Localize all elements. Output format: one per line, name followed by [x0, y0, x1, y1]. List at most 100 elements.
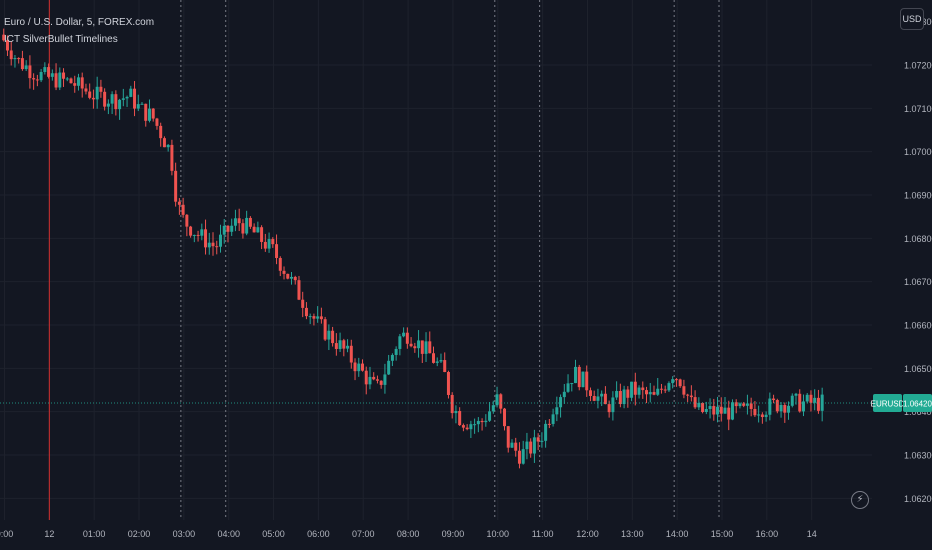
- candle-down: [361, 363, 364, 371]
- candle-down: [80, 77, 84, 89]
- candle-down: [734, 402, 738, 407]
- candle-up: [562, 391, 566, 398]
- candle-down: [331, 330, 335, 344]
- candle-down: [260, 227, 264, 242]
- price-tick-label: 1.06700: [904, 277, 932, 287]
- candle-up: [469, 424, 473, 430]
- candle-up: [110, 94, 114, 104]
- candle-down: [585, 371, 589, 391]
- candle-down: [588, 390, 592, 396]
- candle-up: [327, 330, 331, 340]
- candle-down: [177, 201, 181, 205]
- time-tick-label: 14:00: [666, 529, 689, 539]
- candle-up: [256, 227, 260, 233]
- candle-up: [230, 225, 234, 232]
- candle-up: [24, 65, 28, 70]
- candle-up: [656, 388, 660, 395]
- candle-up: [476, 420, 480, 425]
- time-tick-label: 08:00: [397, 529, 420, 539]
- candle-up: [566, 383, 570, 392]
- candle-up: [387, 360, 391, 375]
- candle-up: [805, 394, 809, 402]
- candle-down: [114, 94, 118, 110]
- candle-down: [69, 78, 73, 84]
- time-tick-label: 02:00: [128, 529, 151, 539]
- candle-down: [465, 427, 469, 430]
- candle-down: [674, 379, 678, 381]
- candle-up: [65, 78, 69, 80]
- time-tick-label: 04:00: [217, 529, 240, 539]
- candle-up: [192, 234, 196, 236]
- candle-down: [760, 414, 764, 418]
- chart-legend: Euro / U.S. Dollar, 5, FOREX.com ICT Sil…: [4, 14, 154, 48]
- candle-down: [282, 270, 286, 274]
- candle-down: [181, 204, 185, 215]
- candle-up: [790, 395, 794, 406]
- candle-down: [499, 394, 503, 409]
- candle-up: [58, 72, 62, 88]
- candle-up: [521, 449, 525, 464]
- candle-up: [510, 442, 514, 448]
- time-tick-label: 12: [44, 529, 54, 539]
- candle-up: [600, 393, 604, 397]
- candle-up: [454, 411, 458, 414]
- candle-down: [349, 345, 353, 363]
- candle-up: [402, 332, 406, 337]
- candle-down: [682, 386, 686, 395]
- symbol-title[interactable]: Euro / U.S. Dollar, 5, FOREX.com: [4, 17, 155, 28]
- candle-down: [319, 316, 323, 320]
- candle-up: [129, 88, 133, 97]
- candle-down: [133, 88, 137, 109]
- candle-down: [28, 65, 32, 79]
- candle-up: [136, 104, 140, 109]
- currency-button[interactable]: USD: [900, 8, 924, 30]
- candle-down: [278, 258, 282, 271]
- candle-up: [559, 397, 563, 408]
- candle-up: [106, 103, 110, 107]
- candle-up: [316, 316, 320, 319]
- candle-down: [162, 138, 166, 148]
- candle-up: [435, 361, 439, 363]
- candle-up: [671, 379, 675, 384]
- candle-up: [716, 406, 720, 415]
- price-tick-label: 1.06900: [904, 191, 932, 201]
- candle-down: [775, 400, 779, 412]
- candle-up: [368, 376, 372, 385]
- candle-down: [275, 244, 279, 259]
- candle-down: [151, 108, 155, 119]
- last-price-label-box: [903, 394, 932, 412]
- candle-down: [297, 280, 301, 300]
- candle-up: [43, 67, 47, 73]
- time-tick-label: 06:00: [307, 529, 330, 539]
- candle-down: [645, 390, 649, 395]
- candle-down: [626, 389, 630, 398]
- price-tick-label: 1.07100: [904, 104, 932, 114]
- lightning-bolt-icon[interactable]: ⚡︎: [851, 491, 869, 509]
- candle-down: [174, 170, 178, 202]
- candle-down: [144, 103, 148, 121]
- candle-up: [338, 340, 342, 349]
- price-tick-label: 1.06800: [904, 234, 932, 244]
- price-tick-label: 1.06300: [904, 451, 932, 461]
- candle-down: [99, 86, 103, 92]
- time-tick-label: 01:00: [83, 529, 106, 539]
- candle-down: [461, 425, 465, 428]
- candle-down: [248, 217, 252, 227]
- indicator-title[interactable]: ICT SilverBullet Timelines: [4, 34, 118, 45]
- symbol-label-box: [873, 394, 902, 412]
- candle-down: [84, 88, 88, 92]
- candle-up: [704, 408, 708, 412]
- time-tick-label: 03:00: [173, 529, 196, 539]
- candle-down: [252, 226, 256, 233]
- time-tick-label: 0:00: [0, 529, 13, 539]
- candle-down: [17, 58, 21, 60]
- candle-down: [159, 125, 163, 139]
- candle-up: [95, 86, 99, 100]
- candle-down: [62, 72, 66, 79]
- candle-down: [323, 319, 327, 340]
- candle-up: [551, 414, 555, 424]
- candle-down: [334, 343, 338, 349]
- candle-up: [488, 411, 492, 421]
- candle-up: [637, 387, 641, 395]
